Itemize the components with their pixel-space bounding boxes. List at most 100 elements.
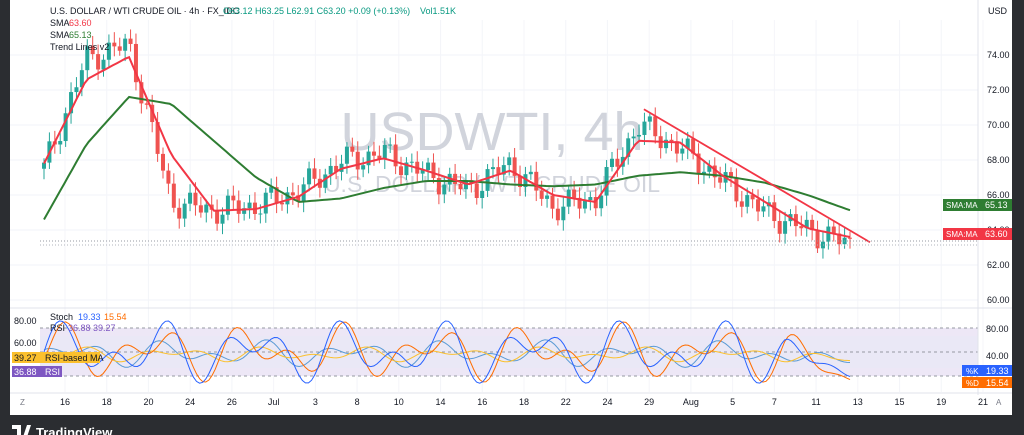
candle-body: [79, 70, 84, 88]
trendlines-label[interactable]: Trend Lines v2: [50, 42, 109, 52]
candle-body: [474, 183, 479, 198]
candle-body: [750, 195, 755, 200]
candle-body: [442, 184, 447, 195]
candle-body: [501, 165, 506, 175]
candle-body: [804, 219, 809, 229]
candle-body: [545, 195, 550, 199]
candle-body: [133, 43, 138, 83]
watermark-name: U.S. DOLLAR / WTI CRUDE OIL: [324, 171, 660, 197]
candle-body: [637, 134, 642, 137]
timezone-icon[interactable]: Z: [20, 398, 25, 407]
sma1-axis-value-box: [983, 228, 1012, 240]
candle-body: [653, 116, 658, 137]
sma1-value: 63.60: [69, 18, 92, 28]
candle-body: [215, 209, 220, 224]
watermark-symbol: USDWTI, 4h: [340, 102, 643, 162]
candle-body: [490, 167, 495, 170]
candle-body: [593, 197, 598, 209]
auto-scale-icon[interactable]: A: [996, 398, 1002, 407]
candle-body: [826, 226, 831, 242]
candle-body: [171, 183, 176, 208]
candle-body: [63, 113, 68, 142]
candle-body: [685, 138, 690, 149]
candle-body: [90, 46, 95, 55]
candle-body: [550, 195, 555, 209]
time-axis[interactable]: 16 18 20 24 26 Jul 3 8 10 14 16 18 22 24 29 Aug 5 7 11 13 15…: [60, 397, 988, 407]
candle-body: [615, 158, 620, 167]
candle-body: [177, 207, 182, 219]
time-axis-label: 14: [436, 397, 446, 407]
candle-body: [436, 178, 441, 195]
time-axis-label: 21: [978, 397, 988, 407]
symbol-title[interactable]: U.S. DOLLAR / WTI CRUDE OIL · 4h · FX_ID…: [50, 6, 240, 16]
candle-body: [647, 116, 652, 122]
candle-body: [728, 172, 733, 178]
candle-body: [112, 42, 117, 47]
candle-body: [831, 226, 836, 234]
sma1-tag-label: SMA:MA: [946, 230, 978, 239]
candle-body: [756, 199, 761, 212]
candle-body: [258, 213, 263, 215]
time-axis-label: 13: [853, 397, 863, 407]
sma1-label[interactable]: SMA: [50, 18, 70, 28]
rsi-label[interactable]: RSI: [50, 323, 65, 333]
candle-body: [707, 165, 712, 172]
osc-left-60: 60.00: [14, 338, 37, 348]
candle-body: [328, 165, 333, 175]
stoch-label[interactable]: Stoch: [50, 312, 73, 322]
candle-body: [150, 104, 155, 123]
currency-label[interactable]: USD: [988, 6, 1008, 16]
time-axis-label: 7: [772, 397, 777, 407]
rsi-ma-line: [43, 346, 851, 363]
d-tag-label: %D: [966, 379, 979, 388]
time-axis-label: 16: [477, 397, 487, 407]
candle-body: [626, 138, 631, 157]
stoch-d-value: 15.54: [104, 312, 127, 322]
d-tag-value: 15.54: [986, 378, 1009, 388]
candle-body: [193, 192, 198, 206]
candle-body: [128, 38, 133, 44]
osc-level-lines: [40, 327, 978, 377]
time-axis-label: 20: [143, 397, 153, 407]
candle-body: [820, 241, 825, 249]
candle-body: [388, 144, 393, 146]
time-axis-label: 24: [185, 397, 195, 407]
candle-body: [783, 221, 788, 234]
candle-body: [404, 162, 409, 176]
trend-line: [643, 108, 871, 244]
candle-body: [355, 151, 360, 170]
time-axis-label: 24: [602, 397, 612, 407]
sma1-tag-value: 63.60: [985, 229, 1008, 239]
candle-body: [312, 168, 317, 179]
candle-body: [334, 165, 339, 172]
candle-body: [555, 208, 560, 221]
sma1-axis-tag: [943, 228, 989, 240]
osc-right-40: 40.00: [986, 351, 1009, 361]
candle-body: [799, 226, 804, 229]
candle-body: [810, 219, 815, 231]
candle-body: [361, 165, 366, 170]
sma2-label[interactable]: SMA: [50, 30, 70, 40]
price-axis-label: 62.00: [987, 260, 1010, 270]
candle-body: [496, 167, 501, 175]
time-axis-label: 8: [355, 397, 360, 407]
candle-body: [534, 171, 539, 191]
time-axis-label: 29: [644, 397, 654, 407]
candle-body: [453, 173, 458, 184]
candle-body: [528, 171, 533, 175]
candle-body: [290, 192, 295, 196]
rsi-tag-value: 36.88: [14, 367, 37, 377]
candle-body: [399, 166, 404, 176]
candle-body: [588, 197, 593, 201]
candle-body: [101, 59, 106, 70]
candle-body: [161, 153, 166, 171]
candle-body: [225, 195, 230, 215]
candle-body: [848, 237, 852, 239]
candle-body: [420, 169, 425, 174]
candle-body: [609, 158, 614, 168]
time-axis-label: 18: [102, 397, 112, 407]
candle-body: [231, 195, 236, 201]
candle-body: [371, 151, 376, 156]
candle-body: [837, 233, 842, 245]
